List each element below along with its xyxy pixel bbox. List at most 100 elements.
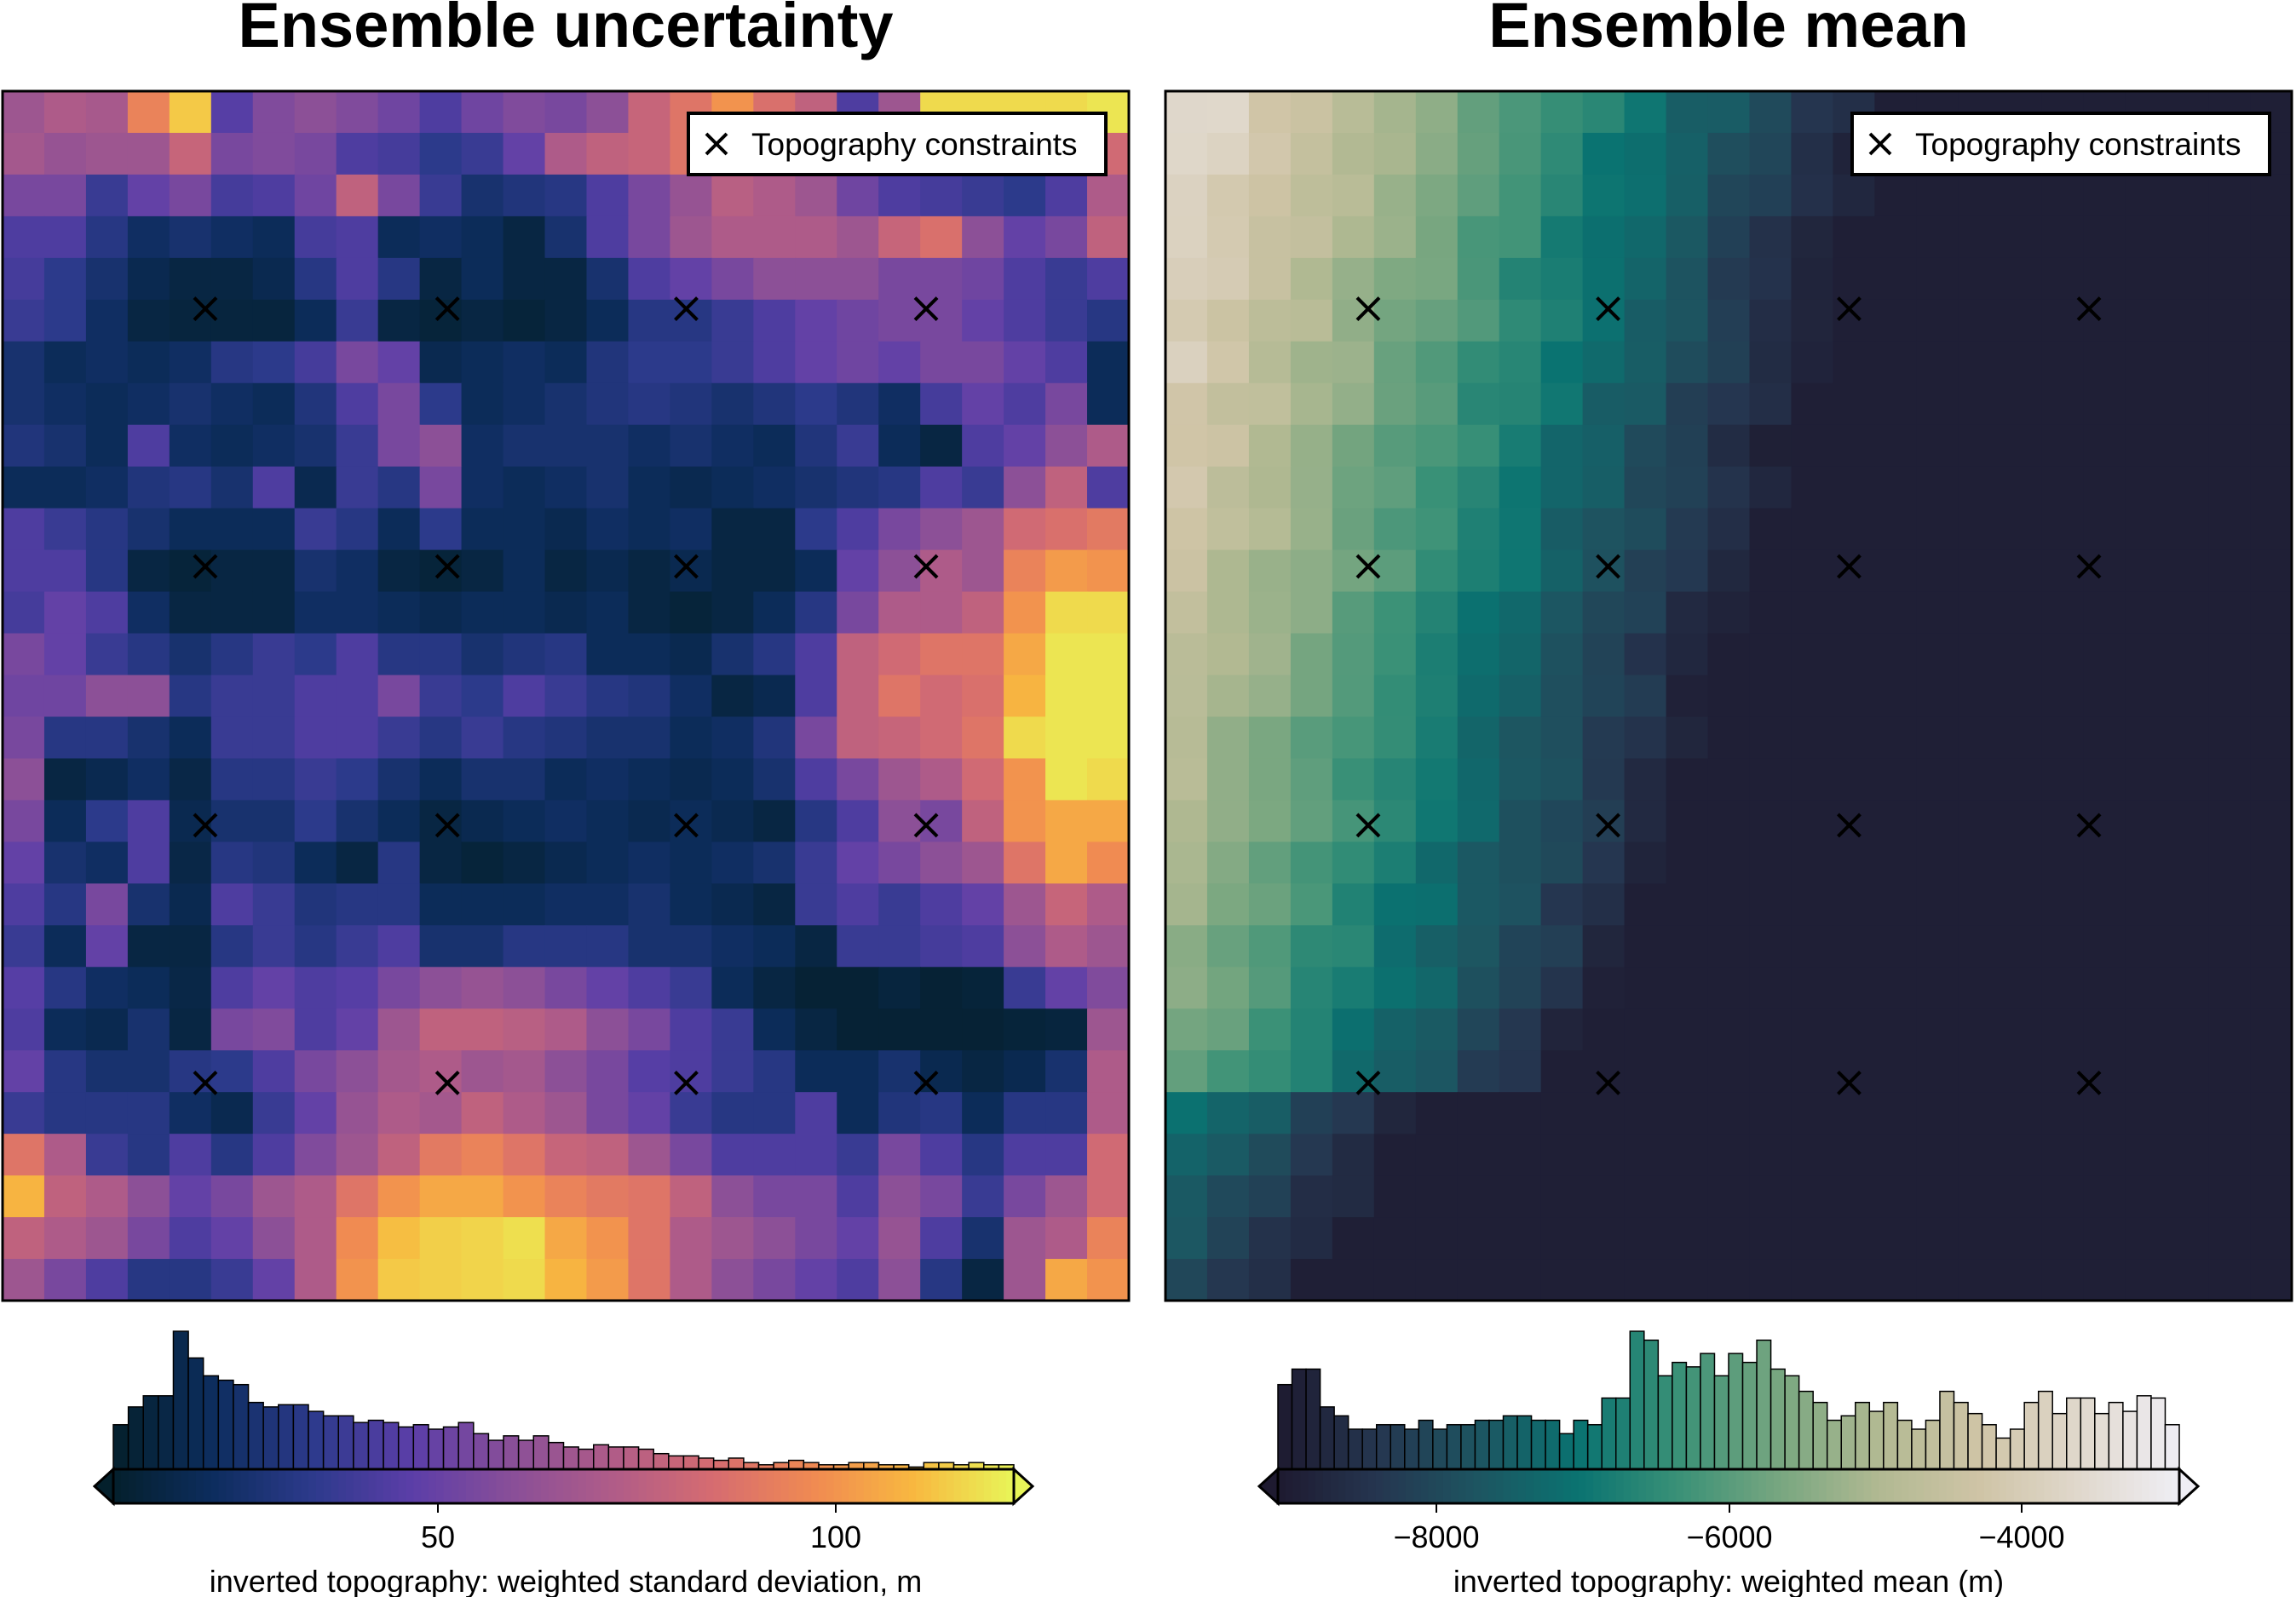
colorbar-segment [1668,1469,1677,1503]
histogram-bar [1769,1368,1786,1470]
histogram-bar [1700,1353,1716,1470]
colorbar-segment [496,1469,504,1503]
heatmap-cell [461,1175,504,1218]
heatmap-cell [2167,549,2209,593]
heatmap-cell [1457,341,1500,384]
heatmap-cell [294,842,337,885]
heatmap-cell [670,758,713,801]
marker-stroke [434,296,460,322]
heatmap-cell [1707,800,1751,843]
heatmap-cell [1707,466,1751,509]
heatmap-cell [377,132,421,175]
colorbar-segment [1615,1469,1625,1503]
heatmap-cell [2208,299,2251,342]
heatmap-cell [210,174,254,217]
heatmap-cell [711,382,755,426]
heatmap-cell [2250,257,2293,301]
heatmap-cell [962,1008,1004,1052]
heatmap-cell [3,174,45,217]
histogram-bar [2051,1412,2068,1470]
heatmap-cell [628,424,671,468]
heatmap-cell [377,1259,421,1301]
heatmap-cell [753,967,797,1010]
heatmap-cell [1499,1092,1542,1135]
histogram-bar [578,1448,595,1470]
heatmap-cell [878,257,921,301]
heatmap-cell [1916,967,1959,1010]
heatmap-cell [670,1008,713,1052]
heatmap-cell [586,508,630,551]
heatmap-cell [377,758,421,801]
constraint-marker [2076,554,2102,579]
heatmap-cell [711,1259,755,1301]
heatmap-cell [1499,1008,1542,1052]
heatmap-cell [711,925,755,968]
heatmap-cell [1373,132,1417,175]
heatmap-cell [85,1050,129,1093]
heatmap-cell [1004,633,1046,676]
colorbar-segment [1758,1469,1767,1503]
heatmap-cell [544,466,588,509]
heatmap-cell [878,1175,921,1218]
colorbar-segment [1330,1469,1339,1503]
heatmap-cell [1707,842,1751,885]
heatmap-cell [1206,382,1250,426]
heatmap-cell [1499,382,1542,426]
heatmap-cell [1248,132,1292,175]
heatmap-cell [1540,215,1584,259]
heatmap-cell [1916,299,1959,342]
colorbar-segment [331,1469,339,1503]
heatmap-cell [169,1092,212,1135]
heatmap-cell [1916,633,1959,676]
histogram-bar [1967,1412,1983,1470]
heatmap-cell [503,91,546,134]
marker-stroke [1837,296,1862,322]
heatmap-cell [837,1134,880,1176]
heatmap-cell [1749,591,1792,635]
colorbar-segment [1465,1469,1474,1503]
heatmap-cell [2000,341,2043,384]
heatmap-cell [503,1259,546,1301]
heatmap-cell [1916,424,1959,468]
heatmap-cell [1499,174,1542,217]
heatmap-cell [1045,1134,1088,1176]
heatmap-cell [85,675,129,718]
histogram-bar [712,1459,730,1470]
colorbar-segment [1969,1469,1977,1503]
colorbar-segment [1006,1469,1015,1503]
constraint-marker [1837,813,1862,838]
heatmap-cell [1290,91,1333,134]
heatmap-cell [3,591,45,635]
heatmap-cell [336,1175,379,1218]
heatmap-cell [2167,800,2209,843]
heatmap-cell [1499,1259,1542,1301]
heatmap-cell [2000,1217,2043,1260]
heatmap-cell [1045,508,1088,551]
colorbar-segment [1818,1469,1827,1503]
heatmap-cell [252,1050,296,1093]
heatmap-cell [1833,883,1876,927]
heatmap-cell [210,215,254,259]
heatmap-cell [210,716,254,760]
heatmap-cell [1874,675,1918,718]
histogram-bar [308,1410,325,1470]
colorbar-segment [2089,1469,2097,1503]
marker-stroke [1355,1070,1381,1095]
constraint-marker [193,296,218,322]
heatmap-cell [252,1175,296,1218]
heatmap-cell [43,967,87,1010]
colorbar-segment [780,1469,790,1503]
heatmap-cell [1004,1259,1046,1301]
heatmap-cell [1332,758,1375,801]
heatmap-cell [210,1259,254,1301]
heatmap-cell [1004,382,1046,426]
heatmap-cell [628,800,671,843]
heatmap-cell [1373,382,1417,426]
heatmap-cell [1791,925,1834,968]
colorbar-segment [1886,1469,1895,1503]
marker-stroke [1596,296,1620,322]
heatmap-cell [878,549,921,593]
legend-box [1850,112,2271,176]
heatmap-cell [1499,633,1542,676]
